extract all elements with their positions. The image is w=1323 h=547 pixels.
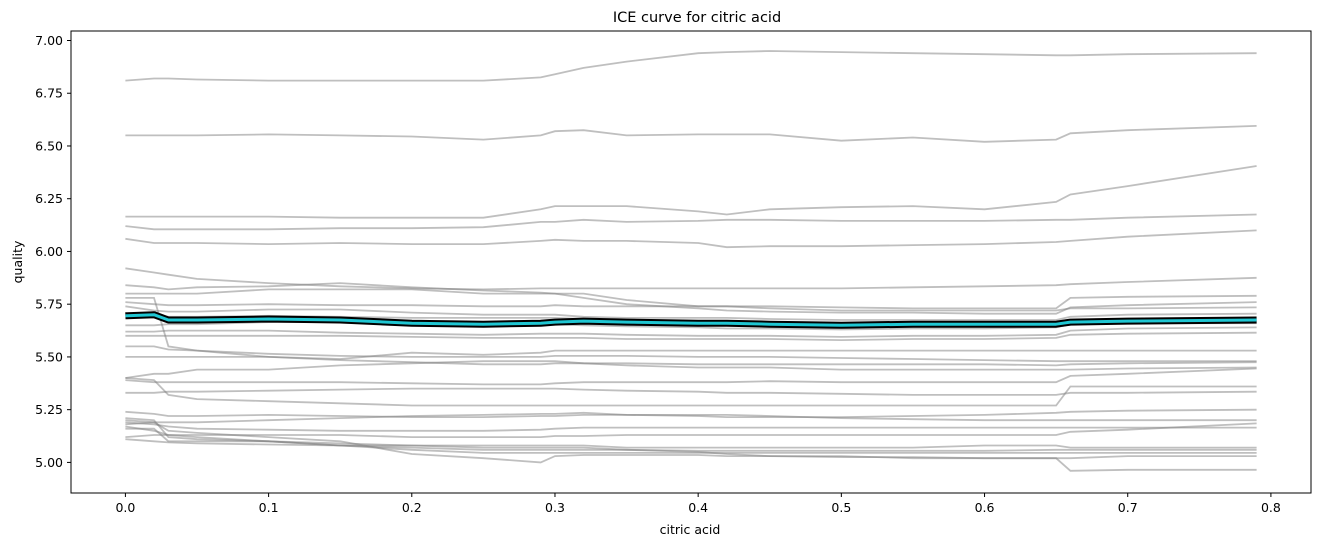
plot-frame bbox=[70, 30, 1312, 494]
ice-lines bbox=[125, 50, 1257, 472]
y-tick-label: 6.75 bbox=[35, 86, 63, 101]
ice-curve-8 bbox=[125, 294, 1257, 310]
x-tick-label: 0.8 bbox=[1261, 500, 1281, 515]
ice-curve-12 bbox=[125, 326, 1257, 338]
x-axis: 0.0 0.1 0.2 0.3 0.4 0.5 0.6 0.7 0.8 bbox=[115, 493, 1281, 515]
x-tick-label: 0.3 bbox=[545, 500, 565, 515]
y-axis: 5.00 5.25 5.50 5.75 6.00 6.25 6.50 6.75 7.00 bbox=[35, 33, 71, 470]
ice-curve-2 bbox=[125, 165, 1257, 219]
ice-curve-22 bbox=[125, 408, 1257, 426]
pdp-group bbox=[125, 311, 1257, 329]
x-tick-label: 0.4 bbox=[688, 500, 708, 515]
y-tick-label: 5.75 bbox=[35, 297, 63, 312]
ice-curve-9 bbox=[125, 305, 1257, 321]
x-tick-label: 0.2 bbox=[402, 500, 422, 515]
ice-curve-3 bbox=[125, 213, 1257, 231]
ice-curve-16 bbox=[125, 356, 1257, 367]
ice-curve-26 bbox=[125, 438, 1257, 452]
ice-curve-7 bbox=[125, 288, 1257, 315]
ice-curve-14 bbox=[125, 297, 1257, 360]
y-axis-label: quality bbox=[10, 240, 25, 283]
ice-curve-29 bbox=[125, 417, 1257, 472]
ice-curve-17 bbox=[125, 360, 1257, 379]
ice-curve-6 bbox=[125, 282, 1257, 312]
y-tick-label: 6.00 bbox=[35, 244, 63, 259]
ice-curve-18 bbox=[125, 367, 1257, 386]
ice-curve-19 bbox=[125, 377, 1257, 407]
x-tick-label: 0.6 bbox=[975, 500, 995, 515]
x-tick-label: 0.5 bbox=[831, 500, 851, 515]
x-tick-label: 0.0 bbox=[115, 500, 135, 515]
ice-curve-15 bbox=[125, 345, 1257, 363]
ice-curve-5 bbox=[125, 267, 1257, 291]
y-tick-label: 6.25 bbox=[35, 191, 63, 206]
chart-title: ICE curve for citric acid bbox=[613, 10, 781, 26]
y-tick-label: 5.50 bbox=[35, 349, 63, 364]
ice-curve-0 bbox=[125, 50, 1257, 82]
ice-curve-25 bbox=[125, 427, 1257, 449]
x-tick-label: 0.1 bbox=[259, 500, 279, 515]
ice-curve-20 bbox=[125, 387, 1257, 396]
x-axis-label: citric acid bbox=[660, 522, 721, 537]
ice-curve-1 bbox=[125, 125, 1257, 143]
ice-curve-21 bbox=[125, 410, 1257, 422]
ice-curve-27 bbox=[125, 425, 1257, 454]
x-tick-label: 0.7 bbox=[1118, 500, 1138, 515]
y-tick-label: 6.50 bbox=[35, 138, 63, 153]
ice-curve-11 bbox=[125, 320, 1257, 331]
y-tick-label: 5.25 bbox=[35, 402, 63, 417]
y-tick-label: 7.00 bbox=[35, 33, 63, 48]
pdp-curve bbox=[125, 313, 1257, 327]
ice-curve-4 bbox=[125, 229, 1257, 249]
ice-curve-23 bbox=[125, 421, 1257, 432]
ice-curve-13 bbox=[125, 331, 1257, 342]
y-tick-label: 5.00 bbox=[35, 455, 63, 470]
